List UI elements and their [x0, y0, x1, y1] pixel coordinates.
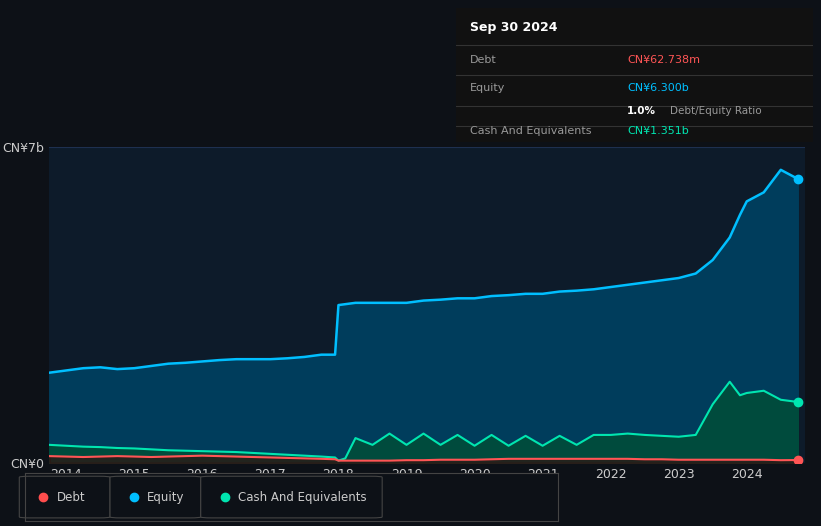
Text: Cash And Equivalents: Cash And Equivalents — [470, 126, 591, 136]
FancyBboxPatch shape — [200, 476, 382, 518]
Text: Equity: Equity — [148, 491, 185, 503]
Text: CN¥6.300b: CN¥6.300b — [627, 83, 689, 94]
Text: Debt: Debt — [57, 491, 85, 503]
Text: Cash And Equivalents: Cash And Equivalents — [238, 491, 367, 503]
Text: Debt: Debt — [470, 55, 497, 65]
FancyBboxPatch shape — [110, 476, 201, 518]
Text: 1.0%: 1.0% — [627, 106, 656, 116]
Text: CN¥1.351b: CN¥1.351b — [627, 126, 689, 136]
Text: CN¥62.738m: CN¥62.738m — [627, 55, 700, 65]
Text: Equity: Equity — [470, 83, 505, 94]
Text: Sep 30 2024: Sep 30 2024 — [470, 21, 557, 34]
FancyBboxPatch shape — [20, 476, 110, 518]
Text: Debt/Equity Ratio: Debt/Equity Ratio — [670, 106, 762, 116]
